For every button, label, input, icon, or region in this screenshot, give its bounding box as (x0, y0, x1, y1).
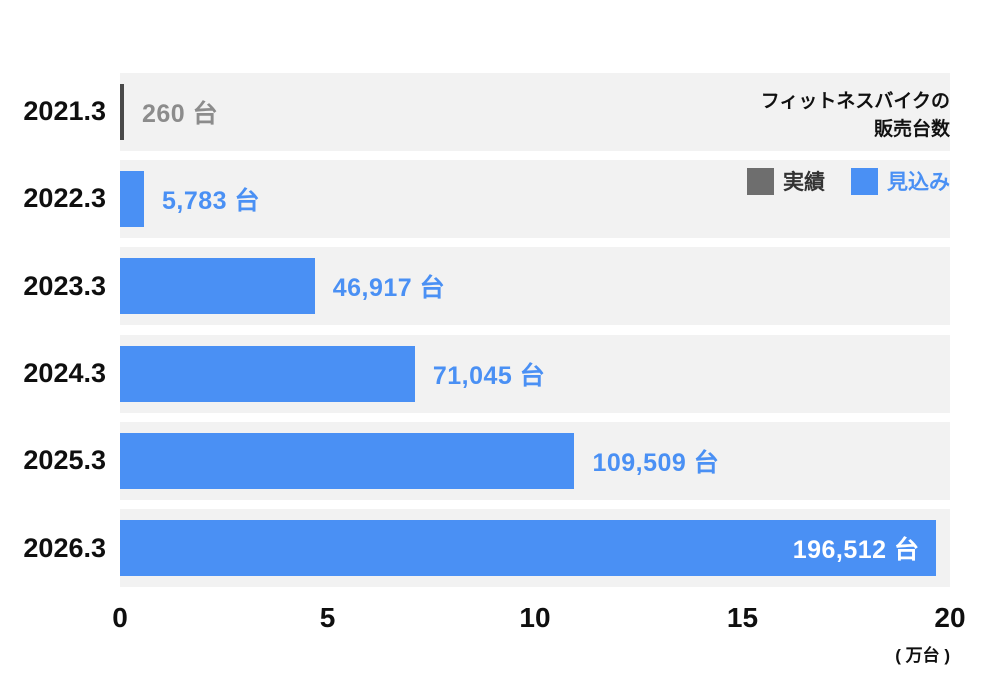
row-band: 5,783 台 (120, 159, 950, 238)
row-band: 109,509 台 (120, 421, 950, 500)
legend-label-forecast: 見込み (887, 171, 950, 194)
legend-item-forecast: 見込み (851, 166, 950, 196)
legend-label-actual: 実績 (783, 171, 825, 194)
chart-row-2026: 196,512 台 (120, 505, 950, 592)
value-label: 109,509 台 (592, 448, 720, 477)
bar-forecast-2023 (120, 258, 315, 315)
legend: 実績 見込み (747, 166, 950, 196)
legend-swatch-actual-icon (747, 167, 774, 195)
x-axis: 0 5 10 15 20 (112, 602, 965, 642)
legend-swatch-forecast-icon (851, 167, 878, 195)
bar-actual-2021 (120, 83, 124, 140)
bar-forecast-2022 (120, 170, 144, 227)
category-label: 2022.3 (23, 183, 106, 214)
chart-row-2024: 71,045 台 (120, 330, 950, 417)
chart-row-2021: 260 台 (120, 68, 950, 155)
x-tick: 5 (319, 602, 336, 633)
value-label: 71,045 台 (432, 361, 546, 390)
chart-title-line1: フィットネスバイクの (760, 91, 950, 112)
value-label-inside: 196,512 台 (792, 536, 920, 565)
bar-forecast-2025 (120, 432, 575, 489)
category-label: 2025.3 (23, 445, 106, 476)
value-label: 5,783 台 (161, 186, 260, 215)
chart-row-2022: 5,783 台 (120, 155, 950, 242)
plot-area: 260 台 5,783 台 46,917 台 71,045 台 (120, 68, 950, 592)
row-band: 71,045 台 (120, 334, 950, 413)
category-label: 2023.3 (23, 270, 106, 301)
chart-title: フィットネスバイクの 販売台数 (761, 88, 950, 143)
category-label: 2024.3 (23, 358, 106, 389)
chart-row-2023: 46,917 台 (120, 243, 950, 330)
value-label: 260 台 (142, 99, 219, 128)
row-band: 196,512 台 (120, 509, 950, 588)
chart-row-2025: 109,509 台 (120, 417, 950, 504)
x-axis-unit-label: ( 万台 ) (895, 646, 950, 665)
category-label: 2026.3 (23, 532, 106, 563)
x-tick: 15 (726, 602, 759, 633)
legend-item-actual: 実績 (747, 166, 825, 196)
y-axis-category-labels: 2021.3 2022.3 2023.3 2024.3 2025.3 2026.… (0, 68, 106, 592)
row-band: 260 台 (120, 72, 950, 151)
bar-forecast-2024 (120, 345, 415, 402)
value-label: 46,917 台 (332, 274, 446, 303)
bar-forecast-2026: 196,512 台 (120, 520, 936, 577)
chart-title-line2: 販売台数 (873, 118, 950, 140)
x-tick: 10 (519, 602, 551, 633)
x-tick: 0 (112, 602, 128, 633)
row-band: 46,917 台 (120, 247, 950, 326)
category-label: 2021.3 (23, 96, 106, 127)
x-tick: 20 (934, 602, 966, 633)
